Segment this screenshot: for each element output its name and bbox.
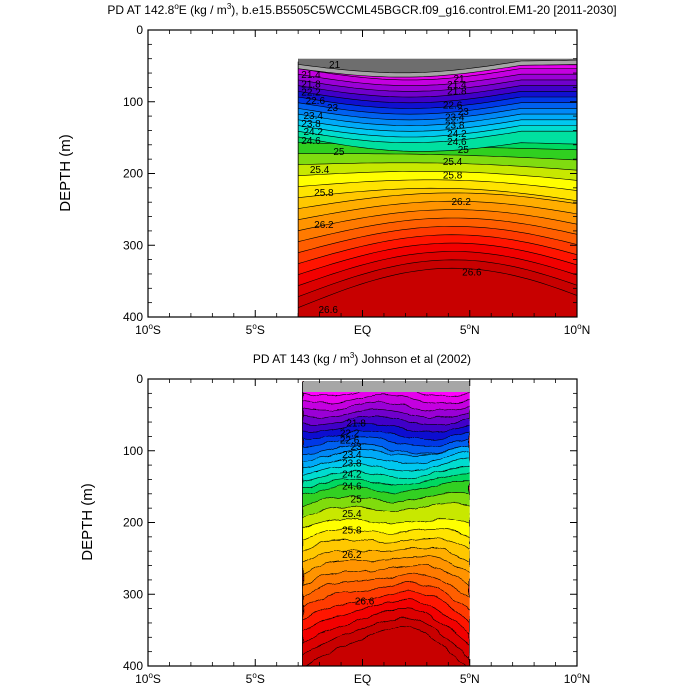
contour-label: 24.2 — [303, 127, 323, 138]
contour-label: 22.6 — [306, 96, 326, 107]
contour-label: 25 — [458, 145, 470, 156]
blank-sky — [296, 30, 577, 59]
plot-area — [148, 379, 577, 666]
x-tick-label: 5oS — [246, 322, 265, 337]
contour-label: 21 — [329, 60, 341, 71]
contour-label: 22.6 — [443, 100, 463, 111]
x-tick-label: EQ — [354, 672, 371, 686]
x-tick-label: EQ — [354, 323, 371, 337]
contour-label: 25 — [333, 147, 345, 158]
contour-bands — [302, 379, 471, 666]
contour-label: 25.4 — [342, 509, 362, 520]
contour-label: 26.6 — [318, 305, 338, 316]
contour-label: 21 — [453, 74, 465, 85]
no-data-region — [469, 379, 577, 666]
y-tick-label: 0 — [136, 372, 143, 386]
x-tick-label: 5oN — [460, 671, 480, 686]
x-tick-label: 5oS — [246, 671, 265, 686]
no-data-region — [148, 30, 299, 317]
contour-label: 23.8 — [445, 120, 465, 131]
contour-label: 26.2 — [451, 197, 471, 208]
x-axis: 10oS 5oS EQ 5oN 10oN — [135, 30, 590, 337]
y-tick-label: 100 — [123, 95, 143, 109]
x-tick-label: 10oS — [135, 322, 161, 337]
x-tick-label: 10oS — [135, 671, 161, 686]
y-axis-label: DEPTH (m) — [79, 483, 96, 561]
contour-label: 26.2 — [342, 550, 362, 561]
contour-label: 23.8 — [342, 459, 362, 470]
contour-labels: 2121.421.822.222.62323.423.824.224.62525… — [301, 60, 482, 316]
contour-label: 26.6 — [355, 596, 375, 607]
contour-label: 22.2 — [301, 87, 321, 98]
no-data-region — [148, 379, 303, 666]
contour-label: 24.6 — [447, 137, 467, 148]
blank-sky — [300, 379, 472, 381]
y-tick-label: 0 — [136, 23, 143, 37]
contour-label: 21.8 — [301, 80, 321, 91]
contour-label: 25 — [351, 495, 363, 506]
contour-label: 23 — [458, 107, 470, 118]
plot-area — [148, 30, 577, 317]
contour-label: 21.4 — [447, 80, 467, 91]
contour-label: 23.4 — [342, 450, 362, 461]
y-axis: 0 100 200 300 400 — [123, 372, 577, 673]
contour-label: 23.4 — [303, 111, 323, 122]
contour-label: 25.8 — [443, 171, 463, 182]
surface-layer — [302, 382, 470, 392]
contour-label: 24.6 — [342, 482, 362, 493]
x-tick-label: 5oN — [460, 322, 480, 337]
x-tick-label: 10oN — [564, 322, 590, 337]
contour-label: 21.8 — [447, 87, 467, 98]
panel-bottom: PD AT 143 (kg / m3) Johnson et al (2002)… — [79, 351, 590, 686]
x-tick-label: 10oN — [564, 671, 590, 686]
y-axis: 0 100 200 300 400 — [123, 23, 577, 324]
y-axis-label: DEPTH (m) — [57, 134, 74, 212]
panel-top: PD AT 142.8oE (kg / m3), b.e15.B5505C5WC… — [57, 2, 617, 337]
contour-bands — [297, 30, 577, 309]
contour-label: 26.2 — [314, 220, 334, 231]
panel-title: PD AT 142.8oE (kg / m3), b.e15.B5505C5WC… — [107, 2, 616, 17]
contour-label: 26.6 — [462, 268, 482, 279]
y-tick-label: 200 — [123, 516, 143, 530]
x-axis: 10oS 5oS EQ 5oN 10oN — [135, 379, 590, 686]
panel-title: PD AT 143 (kg / m3) Johnson et al (2002) — [253, 351, 471, 366]
contour-label: 22.6 — [340, 436, 360, 447]
contour-label: 23.4 — [445, 113, 465, 124]
contour-label: 22.2 — [340, 429, 360, 440]
contour-label: 23 — [327, 103, 339, 114]
contour-label: 23 — [351, 442, 363, 453]
y-tick-label: 200 — [123, 167, 143, 181]
contour-label: 21.4 — [301, 70, 321, 81]
contour-label: 21.8 — [346, 419, 366, 430]
contour-label: 24.2 — [447, 129, 467, 140]
contour-label: 25.4 — [443, 157, 463, 168]
contour-label: 25.8 — [342, 525, 362, 536]
y-tick-label: 400 — [123, 659, 143, 673]
y-tick-label: 400 — [123, 310, 143, 324]
contour-label: 25.4 — [310, 165, 330, 176]
y-tick-label: 100 — [123, 444, 143, 458]
contour-label: 25.8 — [314, 188, 334, 199]
contour-label: 23.8 — [301, 119, 321, 130]
y-tick-label: 300 — [123, 587, 143, 601]
contour-label: 24.2 — [342, 469, 362, 480]
y-tick-label: 300 — [123, 238, 143, 252]
contour-label: 24.6 — [301, 136, 321, 147]
